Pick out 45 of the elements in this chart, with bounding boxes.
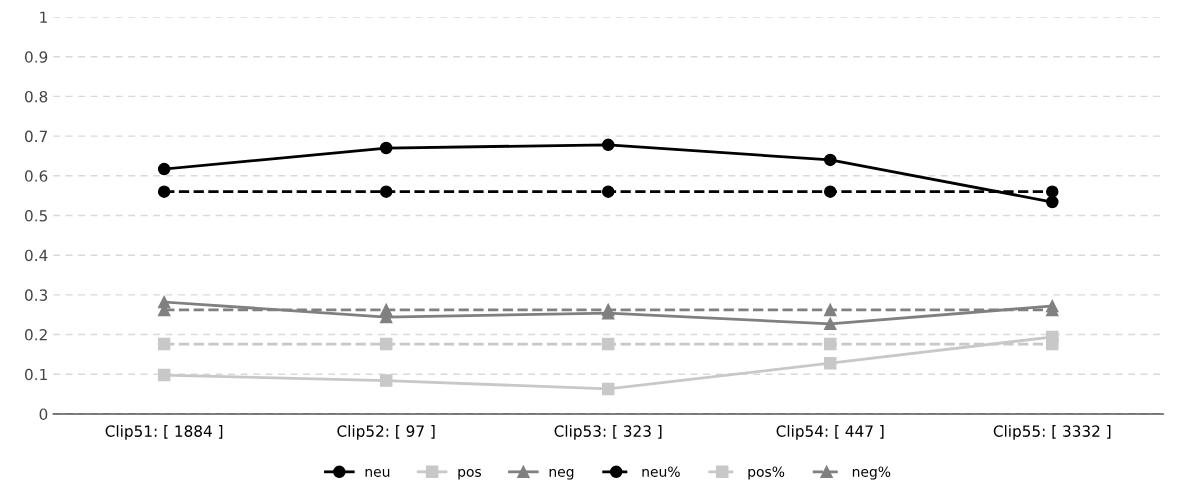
y-tick-label: 0.6	[24, 170, 48, 182]
point	[157, 185, 171, 198]
legend-label: neu	[365, 468, 390, 477]
point	[601, 382, 615, 396]
y-tick-label: 0.9	[24, 51, 48, 63]
point	[601, 337, 615, 351]
x-tick-label: Clip54: [ 447 ]	[776, 425, 884, 440]
legend-label: pos%	[748, 466, 785, 480]
point	[379, 185, 393, 198]
point	[601, 138, 615, 152]
x-tick-label: Clip52: [ 97 ]	[337, 425, 435, 440]
y-tick-label: 0.5	[24, 209, 47, 222]
x-tick-label: Clip55: [ 3332 ]	[993, 425, 1111, 440]
point	[823, 317, 837, 331]
point	[823, 153, 837, 167]
point	[379, 337, 393, 351]
point	[823, 185, 837, 198]
y-tick-label: 0	[39, 408, 48, 420]
point	[1046, 330, 1059, 344]
point	[379, 141, 393, 155]
point	[823, 356, 837, 370]
point	[1046, 195, 1059, 209]
point	[157, 295, 171, 309]
y-tick-label: 0.7	[24, 130, 47, 143]
point	[601, 185, 615, 198]
point	[823, 337, 837, 351]
point	[379, 374, 393, 387]
x-tick-label: Clip53: [ 323 ]	[554, 425, 662, 440]
x-tick-label: Clip51: [ 1884 ]	[105, 425, 223, 440]
point	[1046, 299, 1059, 313]
point	[1046, 185, 1059, 198]
y-tick-label: 0.1	[24, 368, 47, 381]
point	[823, 303, 837, 317]
legend-label: neg	[549, 468, 574, 480]
y-tick-label: 1	[40, 11, 47, 23]
y-tick-label: 0.8	[24, 90, 48, 103]
legend-label: neg%	[852, 466, 891, 480]
legend-label: neu%	[642, 466, 680, 477]
point	[157, 368, 171, 382]
y-tick-label: 0.2	[24, 329, 47, 341]
y-tick-label: 0.3	[24, 289, 48, 301]
point	[157, 337, 171, 351]
legend-label: pos	[458, 468, 482, 480]
point	[157, 162, 171, 176]
y-tick-label: 0.4	[24, 249, 48, 262]
